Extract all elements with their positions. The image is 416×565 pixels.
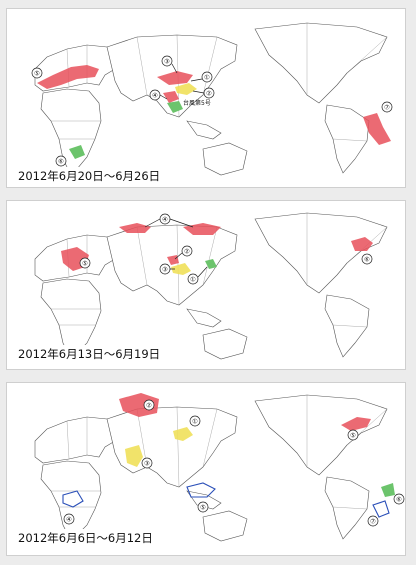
marker-4: ④ — [159, 213, 171, 225]
landmasses — [34, 22, 388, 176]
panel-caption-jun20: 2012年6月20日～6月26日 — [15, 167, 164, 185]
svg-text:②: ② — [206, 90, 212, 98]
marker-3: ③ — [141, 457, 153, 469]
marker-6: ⑥ — [361, 253, 373, 265]
high-temp-area-south-america — [363, 113, 391, 145]
svg-text:①: ① — [190, 276, 196, 284]
high-temp-area-russia-east — [183, 223, 221, 235]
svg-text:④: ④ — [152, 92, 158, 100]
marker-2: ② — [181, 245, 193, 257]
dry-area-east-asia — [175, 83, 197, 95]
marker-7: ⑦ — [381, 101, 393, 113]
world-map-jun06: ② ① ③ ④ ⑤ ⑤ ⑥ ⑦ — [34, 393, 405, 542]
marker-7: ⑦ — [367, 515, 379, 527]
dry-area-east-asia — [173, 427, 193, 441]
anomaly-areas — [37, 65, 391, 159]
map-panel-jun13: ④ ② ③ ① ⑤ ⑥ 2012年6月13日～6月19日 — [6, 200, 406, 370]
low-temp-area-australia — [186, 482, 216, 498]
svg-text:③: ③ — [164, 58, 170, 66]
marker-4: ④ — [149, 89, 161, 101]
marker-3: ③ — [161, 55, 173, 67]
svg-text:⑥: ⑥ — [58, 158, 64, 166]
svg-text:①: ① — [204, 74, 210, 82]
world-map-jun20: ⑤ ③ ① ④ ② ⑥ ⑦ 台風第5号 — [31, 22, 393, 176]
svg-text:⑦: ⑦ — [384, 104, 390, 112]
high-temp-area-east-asia — [157, 71, 193, 85]
wet-area-china — [167, 101, 183, 113]
high-temp-area-china — [163, 91, 179, 103]
svg-text:⑤: ⑤ — [350, 432, 356, 440]
svg-text:③: ③ — [162, 266, 168, 274]
high-temp-area-russia-west — [119, 223, 151, 233]
marker-5: ⑤ — [347, 429, 359, 441]
anomaly-areas — [62, 393, 395, 518]
marker-2: ② — [143, 399, 155, 411]
world-map-jun13: ④ ② ③ ① ⑤ ⑥ — [34, 212, 388, 360]
marker-5: ⑤ — [79, 257, 91, 269]
marker-1: ① — [187, 273, 199, 285]
marker-5: ⑤ — [31, 67, 43, 79]
marker-6: ⑥ — [55, 155, 67, 167]
low-temp-area-south-america — [372, 500, 390, 518]
marker-4: ④ — [63, 513, 75, 525]
svg-text:⑦: ⑦ — [370, 518, 376, 526]
wet-area-south-america — [381, 483, 395, 497]
marker-1: ① — [189, 415, 201, 427]
high-temp-area-north-america — [351, 237, 373, 251]
marker-1: ① — [201, 71, 213, 83]
marker-3: ③ — [159, 263, 171, 275]
landmasses — [34, 212, 388, 360]
dry-area-india — [125, 445, 143, 467]
map-panel-jun20: ⑤ ③ ① ④ ② ⑥ ⑦ 台風第5号 2012年6月20日～6月26日 — [6, 8, 406, 188]
marker-6: ⑥ — [393, 493, 405, 505]
area-markers: ⑤ ③ ① ④ ② ⑥ ⑦ — [31, 55, 393, 167]
area-markers: ④ ② ③ ① ⑤ ⑥ — [79, 213, 373, 285]
low-temp-area-south-africa — [62, 490, 84, 508]
high-temp-area-east-asia — [167, 255, 179, 265]
high-temp-area-russia — [119, 393, 159, 417]
svg-text:⑥: ⑥ — [364, 256, 370, 264]
svg-text:⑤: ⑤ — [82, 260, 88, 268]
dry-area-china — [171, 263, 191, 275]
wet-area-south-africa — [69, 145, 85, 159]
svg-text:⑤: ⑤ — [200, 504, 206, 512]
panel-caption-jun13: 2012年6月13日～6月19日 — [15, 345, 164, 363]
map-panel-jun06: ② ① ③ ④ ⑤ ⑤ ⑥ ⑦ 2012年6月6日～6月12日 — [6, 382, 406, 556]
panel-caption-jun06: 2012年6月6日～6月12日 — [15, 529, 156, 547]
high-temp-area-north-america — [341, 417, 371, 431]
svg-text:③: ③ — [144, 460, 150, 468]
svg-text:④: ④ — [162, 216, 168, 224]
svg-text:⑥: ⑥ — [396, 496, 402, 504]
area-markers: ② ① ③ ④ ⑤ ⑤ ⑥ ⑦ — [63, 399, 405, 527]
landmasses — [34, 394, 388, 542]
marker-8: ⑤ — [197, 501, 209, 513]
typhoon-label: 台風第5号 — [183, 99, 211, 107]
wet-area-east-china — [205, 259, 217, 269]
high-temp-area-europe — [37, 65, 99, 89]
marker-2: ② — [203, 87, 215, 99]
svg-text:①: ① — [192, 418, 198, 426]
svg-text:②: ② — [146, 402, 152, 410]
svg-text:④: ④ — [66, 516, 72, 524]
svg-text:⑤: ⑤ — [34, 70, 40, 78]
svg-text:②: ② — [184, 248, 190, 256]
